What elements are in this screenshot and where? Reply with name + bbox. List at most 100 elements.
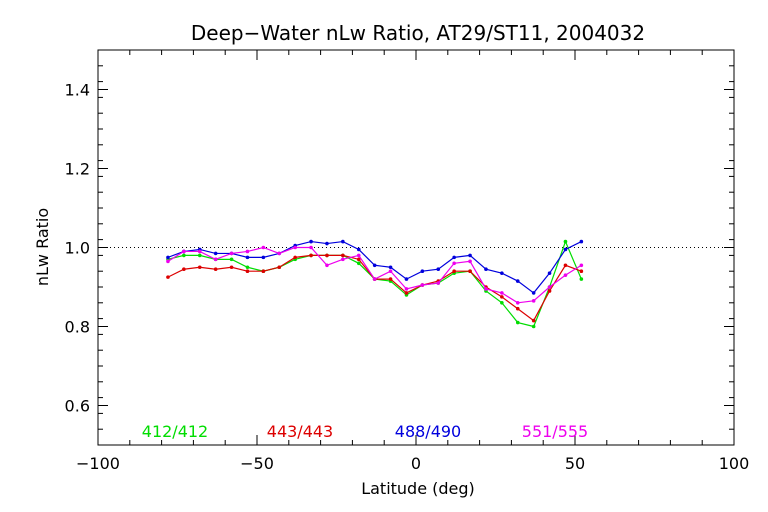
data-point	[372, 263, 377, 268]
data-point	[547, 271, 552, 275]
data-point	[547, 285, 552, 289]
data-point	[531, 291, 536, 295]
data-point	[531, 318, 536, 323]
data-point	[245, 249, 250, 254]
data-point	[182, 249, 186, 254]
data-point	[500, 291, 504, 295]
data-point	[166, 255, 170, 260]
legend-entry: 551/555	[522, 422, 588, 441]
data-point	[293, 245, 297, 250]
data-point	[356, 247, 361, 252]
data-point	[197, 249, 202, 254]
data-point	[309, 239, 313, 244]
data-point	[197, 265, 202, 270]
data-point	[325, 263, 329, 268]
legend-entry: 488/490	[395, 422, 461, 441]
data-point	[563, 263, 568, 268]
data-point	[500, 295, 504, 299]
data-point	[484, 267, 488, 272]
data-point	[388, 269, 393, 274]
data-point	[356, 257, 361, 262]
data-point	[531, 324, 536, 329]
data-point	[468, 269, 472, 274]
data-point	[484, 287, 488, 291]
data-point	[404, 291, 409, 295]
data-point	[245, 265, 250, 270]
data-point	[356, 253, 361, 258]
data-point	[261, 255, 266, 260]
data-point	[277, 251, 282, 256]
data-point	[563, 239, 568, 244]
data-point	[388, 265, 393, 270]
data-point	[579, 269, 584, 274]
legend-entry: 412/412	[142, 422, 208, 441]
y-tick-label: 1.4	[65, 81, 90, 100]
x-tick-label: −100	[76, 454, 120, 473]
data-point	[420, 283, 425, 287]
y-tick-label: 0.6	[65, 397, 90, 416]
data-point	[341, 257, 345, 262]
x-axis-label: Latitude (deg)	[361, 479, 475, 498]
x-tick-label: −50	[240, 454, 274, 473]
data-point	[261, 269, 266, 274]
data-point	[166, 275, 170, 279]
data-point	[468, 253, 472, 258]
y-tick-labels: 0.6 0.8 1.0 1.2 1.4	[65, 81, 90, 416]
data-point	[245, 255, 250, 260]
x-tick-label: 0	[411, 454, 421, 473]
data-point	[531, 299, 536, 303]
data-point	[515, 320, 520, 325]
data-point	[356, 261, 361, 266]
x-tick-label: 50	[565, 454, 585, 473]
data-point	[436, 267, 441, 272]
data-point	[341, 253, 345, 258]
data-point	[277, 265, 282, 270]
data-point	[579, 277, 584, 281]
data-point	[229, 257, 234, 262]
legend: 412/412 443/443 488/490 551/555	[142, 422, 588, 441]
data-point	[388, 277, 393, 281]
data-point	[182, 253, 186, 258]
data-point	[579, 263, 584, 268]
data-point	[468, 259, 472, 264]
chart-title: Deep−Water nLw Ratio, AT29/ST11, 2004032	[191, 21, 645, 45]
y-tick-label: 1.0	[65, 239, 90, 258]
data-point	[515, 306, 520, 311]
x-tick-labels: −100 −50 0 50 100	[76, 454, 749, 473]
data-point	[309, 253, 313, 258]
data-point	[229, 265, 234, 270]
data-point	[500, 271, 504, 275]
y-tick-label: 0.8	[65, 318, 90, 337]
data-point	[547, 289, 552, 293]
data-point	[500, 301, 504, 305]
legend-entry: 443/443	[267, 422, 333, 441]
y-tick-label: 1.2	[65, 160, 90, 179]
data-point	[213, 267, 218, 272]
data-point	[245, 269, 250, 274]
data-point	[309, 245, 313, 250]
data-point	[213, 257, 218, 262]
data-point	[452, 269, 456, 274]
data-point	[197, 253, 202, 258]
data-point	[325, 253, 329, 258]
data-point	[436, 281, 441, 285]
data-point	[182, 267, 186, 272]
y-axis-label: nLw Ratio	[33, 208, 52, 286]
data-point	[579, 239, 584, 244]
series-line	[167, 246, 582, 304]
data-point	[166, 259, 170, 264]
data-point	[372, 277, 377, 281]
data-point	[452, 255, 456, 260]
series-group	[166, 239, 584, 329]
axis-ticks	[97, 50, 735, 445]
data-point	[563, 247, 568, 252]
series-3	[166, 245, 584, 305]
data-point	[563, 273, 568, 277]
data-point	[325, 241, 329, 246]
data-point	[404, 277, 409, 281]
data-point	[452, 261, 456, 266]
data-point	[420, 269, 425, 274]
data-point	[341, 239, 345, 244]
data-point	[261, 245, 266, 250]
